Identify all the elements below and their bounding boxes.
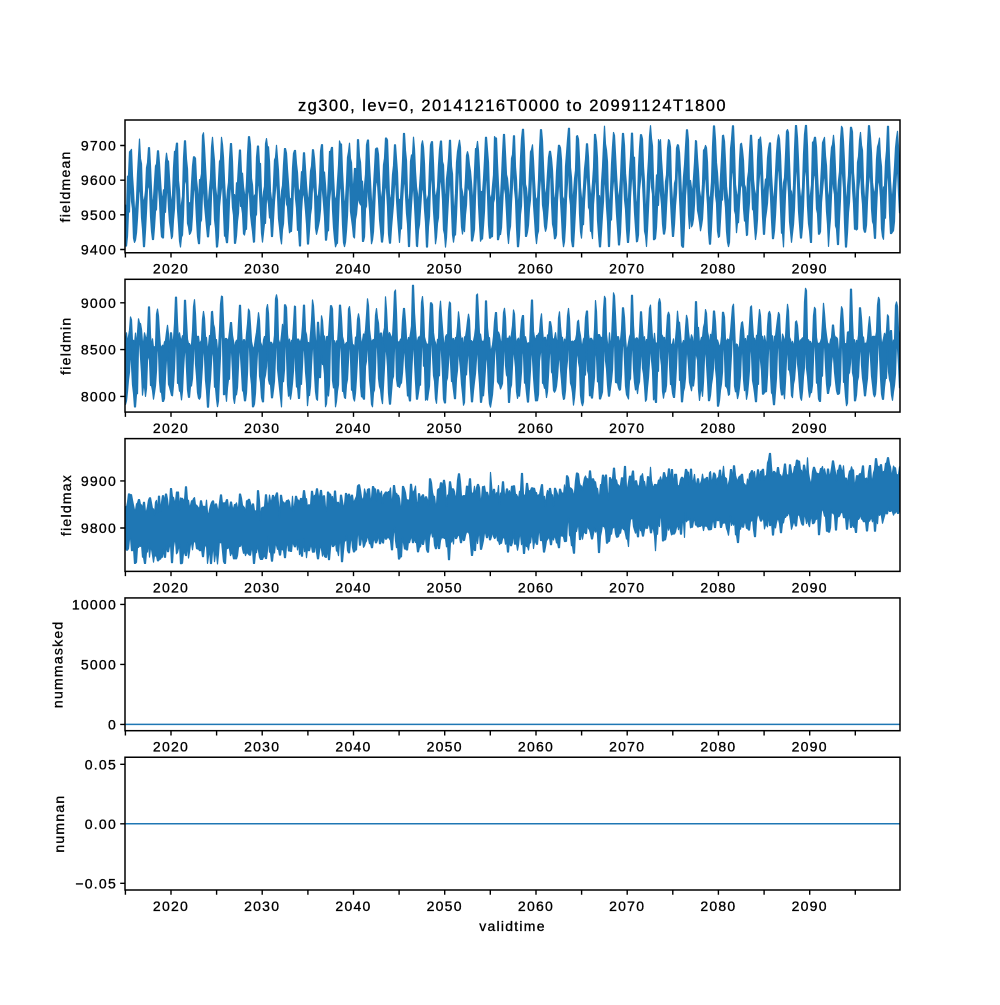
svg-text:9900: 9900 [81,473,117,489]
svg-text:2080: 2080 [700,261,736,277]
svg-text:2090: 2090 [792,420,828,436]
svg-text:2080: 2080 [700,420,736,436]
svg-text:2030: 2030 [244,420,280,436]
svg-text:2070: 2070 [609,739,645,755]
svg-text:2060: 2060 [518,579,554,595]
svg-text:2030: 2030 [244,261,280,277]
svg-text:2020: 2020 [153,739,189,755]
svg-text:9000: 9000 [81,295,117,311]
svg-text:9700: 9700 [81,138,117,154]
svg-text:2070: 2070 [609,420,645,436]
svg-text:2070: 2070 [609,579,645,595]
svg-text:fieldmax: fieldmax [58,474,74,536]
svg-text:8000: 8000 [81,388,117,404]
svg-text:9400: 9400 [81,242,117,258]
svg-text:2080: 2080 [700,579,736,595]
svg-text:2020: 2020 [153,420,189,436]
svg-text:8500: 8500 [81,342,117,358]
svg-text:2040: 2040 [335,420,371,436]
svg-text:2050: 2050 [427,579,463,595]
svg-text:2070: 2070 [609,261,645,277]
svg-text:2050: 2050 [427,261,463,277]
svg-text:9600: 9600 [81,172,117,188]
svg-text:2060: 2060 [518,420,554,436]
svg-text:−0.05: −0.05 [75,875,117,891]
svg-text:2050: 2050 [427,420,463,436]
svg-text:2040: 2040 [335,739,371,755]
svg-text:2040: 2040 [335,898,371,914]
svg-text:2060: 2060 [518,739,554,755]
svg-text:10000: 10000 [72,596,117,612]
svg-text:2090: 2090 [792,579,828,595]
svg-text:0.00: 0.00 [85,816,117,832]
svg-text:2030: 2030 [244,579,280,595]
svg-text:2050: 2050 [427,898,463,914]
svg-text:numnan: numnan [51,795,67,853]
svg-text:nummasked: nummasked [50,621,66,709]
svg-text:9500: 9500 [81,207,117,223]
svg-text:2050: 2050 [427,739,463,755]
svg-text:0.05: 0.05 [85,756,117,772]
svg-text:2090: 2090 [792,898,828,914]
svg-text:2080: 2080 [700,739,736,755]
svg-text:5000: 5000 [81,656,117,672]
svg-text:2030: 2030 [244,739,280,755]
svg-text:2060: 2060 [518,898,554,914]
svg-text:2090: 2090 [792,739,828,755]
svg-text:zg300, lev=0, 20141216T0000 to: zg300, lev=0, 20141216T0000 to 20991124T… [298,97,727,115]
svg-text:2070: 2070 [609,898,645,914]
svg-text:fieldmin: fieldmin [58,317,74,375]
svg-text:2080: 2080 [700,898,736,914]
svg-text:2060: 2060 [518,261,554,277]
svg-text:2090: 2090 [792,261,828,277]
svg-text:fieldmean: fieldmean [57,150,73,222]
svg-text:0: 0 [108,716,117,732]
svg-text:9800: 9800 [81,520,117,536]
svg-text:2020: 2020 [153,579,189,595]
svg-text:2040: 2040 [335,579,371,595]
svg-text:2040: 2040 [335,261,371,277]
svg-text:2020: 2020 [153,898,189,914]
svg-text:2020: 2020 [153,261,189,277]
svg-text:validtime: validtime [479,918,546,934]
svg-text:2030: 2030 [244,898,280,914]
